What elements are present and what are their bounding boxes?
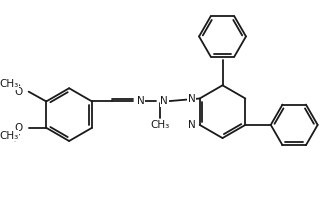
Text: N: N	[188, 120, 196, 130]
Text: CH₃: CH₃	[0, 79, 19, 89]
Text: N: N	[137, 96, 145, 106]
Text: O: O	[15, 87, 23, 97]
Text: CH₃: CH₃	[151, 120, 170, 130]
Text: CH₃: CH₃	[0, 131, 19, 141]
Text: N: N	[188, 94, 196, 103]
Text: N: N	[160, 96, 168, 106]
Text: O: O	[15, 123, 23, 133]
